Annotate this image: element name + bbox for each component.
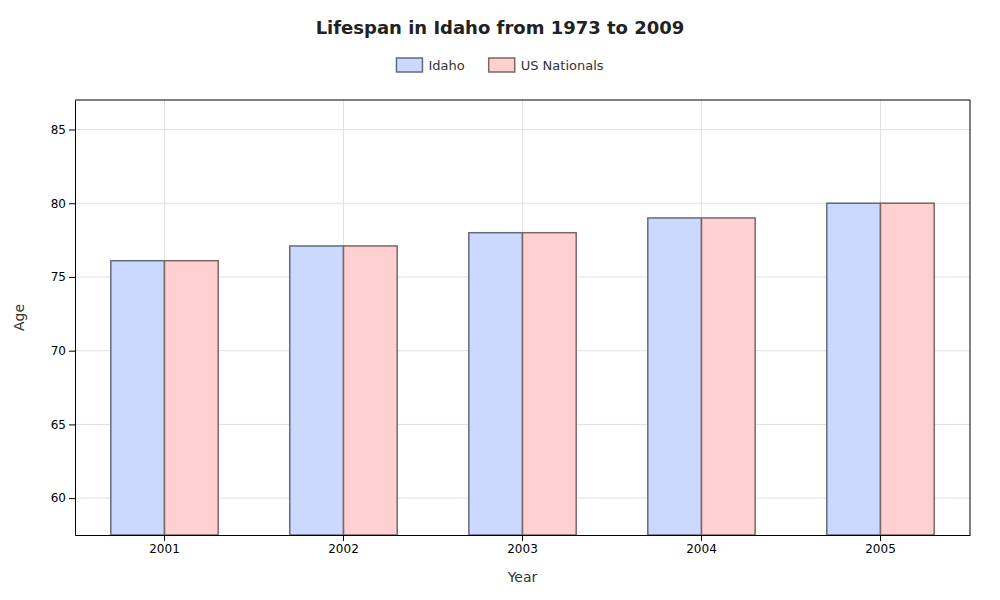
tick-label: 85 bbox=[51, 123, 66, 137]
tick-label: 65 bbox=[51, 418, 66, 432]
x-axis: 2001 2002 2003 2004 2005 bbox=[76, 535, 971, 556]
bar bbox=[469, 233, 523, 535]
bar bbox=[523, 233, 577, 535]
legend-label: US Nationals bbox=[521, 58, 604, 73]
legend: Idaho US Nationals bbox=[396, 58, 603, 73]
frame-line bbox=[75, 100, 970, 101]
tick-label: 2005 bbox=[865, 542, 896, 556]
tick: 2005 bbox=[865, 535, 896, 556]
tick-mark bbox=[69, 203, 75, 204]
tick-mark bbox=[522, 535, 523, 541]
bar bbox=[344, 246, 398, 535]
grid bbox=[75, 100, 970, 535]
tick: 2004 bbox=[686, 535, 717, 556]
legend-swatch bbox=[396, 58, 422, 72]
tick-mark bbox=[69, 277, 75, 278]
bar bbox=[827, 203, 881, 535]
tick-mark bbox=[69, 498, 75, 499]
legend-label: Idaho bbox=[428, 58, 464, 73]
tick-mark bbox=[880, 535, 881, 541]
tick-label: 2004 bbox=[686, 542, 717, 556]
bar bbox=[881, 203, 935, 535]
tick: 85 bbox=[51, 123, 75, 137]
tick: 2002 bbox=[328, 535, 359, 556]
tick-mark bbox=[701, 535, 702, 541]
tick: 2001 bbox=[149, 535, 180, 556]
tick-label: 2003 bbox=[507, 542, 538, 556]
tick: 60 bbox=[51, 491, 75, 505]
tick: 70 bbox=[51, 344, 75, 358]
legend-item: US Nationals bbox=[489, 58, 604, 73]
tick-label: 75 bbox=[51, 270, 66, 284]
tick-label: 80 bbox=[51, 197, 66, 211]
tick: 2003 bbox=[507, 535, 538, 556]
tick: 80 bbox=[51, 197, 75, 211]
y-axis: 60 65 70 75 80 85 bbox=[51, 101, 76, 536]
title: Lifespan in Idaho from 1973 to 2009 bbox=[316, 17, 685, 38]
x-axis-title: Year bbox=[507, 569, 538, 585]
tick: 75 bbox=[51, 270, 75, 284]
bar bbox=[290, 246, 344, 535]
plot: 2001 2002 2003 2004 2005 60 65 70 75 80 85 bbox=[51, 100, 971, 556]
y-axis-title: Age bbox=[11, 304, 27, 331]
tick-label: 70 bbox=[51, 344, 66, 358]
bars bbox=[111, 203, 934, 535]
tick-mark bbox=[69, 351, 75, 352]
tick-mark bbox=[343, 535, 344, 541]
tick-mark bbox=[69, 424, 75, 425]
tick-label: 60 bbox=[51, 491, 66, 505]
tick-label: 2002 bbox=[328, 542, 359, 556]
bar bbox=[165, 261, 219, 535]
legend-item: Idaho bbox=[396, 58, 464, 73]
tick-label: 2001 bbox=[149, 542, 180, 556]
frame-line bbox=[970, 100, 971, 535]
tick: 65 bbox=[51, 418, 75, 432]
legend-swatch bbox=[489, 58, 515, 72]
bar bbox=[648, 218, 702, 535]
bar bbox=[111, 261, 165, 535]
axis-line bbox=[75, 101, 76, 536]
bar bbox=[702, 218, 756, 535]
tick-mark bbox=[164, 535, 165, 541]
chart: 2001 2002 2003 2004 2005 60 65 70 75 80 85 Year Age L… bbox=[0, 0, 1000, 600]
tick-mark bbox=[69, 129, 75, 130]
